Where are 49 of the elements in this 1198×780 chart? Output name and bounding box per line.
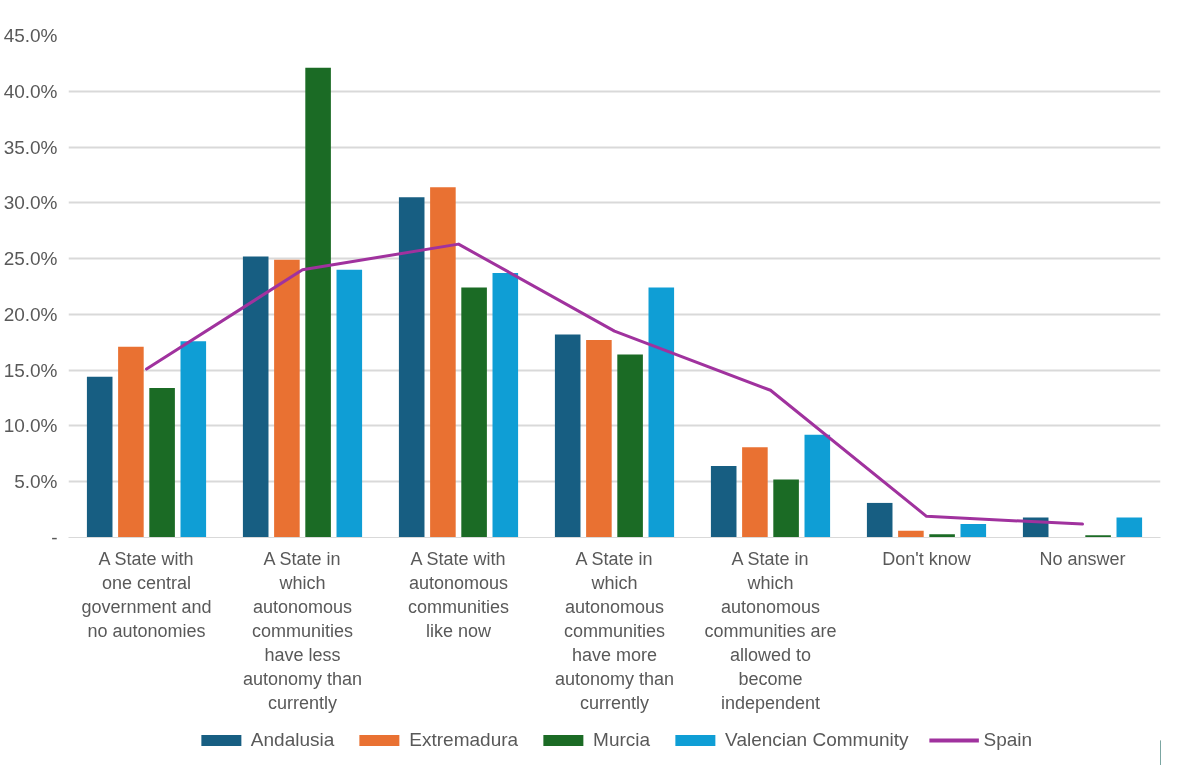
bar [648,287,675,538]
bar [274,259,300,538]
bar [866,502,893,538]
bar [461,287,487,538]
x-tick-label: No answer [1039,548,1126,569]
line-series [145,242,1084,526]
x-tick-label: A State in which autonomous communities are allowed to become independent [704,548,837,713]
bar [398,197,425,538]
y-tick-label: - [51,527,58,548]
bar [929,534,955,538]
legend-label: Valencian Community [725,729,909,751]
bar [118,346,144,538]
bar [430,187,456,538]
bar [180,341,207,538]
y-tick-label: 35.0% [3,136,58,158]
x-tick-label: A State in which autonomous communities have more autonomy than currently [554,548,675,713]
bar [554,334,581,538]
bar [242,256,269,538]
bar [586,340,612,538]
bar [492,273,519,538]
y-tick-label: 20.0% [3,303,58,325]
y-tick-label: 40.0% [3,80,58,102]
bar [898,530,924,538]
legend-label: Murcia [593,729,651,751]
bar [617,354,643,538]
y-tick-label: 5.0% [14,471,58,493]
bar [149,388,175,538]
bar [960,524,987,538]
bar [804,434,831,538]
y-tick-label: 25.0% [3,248,58,270]
bar [305,67,331,538]
bar [1116,517,1143,538]
legend-label: Spain [983,729,1033,751]
x-tick-label: Don't know [882,548,972,569]
bar [336,269,363,538]
y-tick-label: 30.0% [3,192,58,214]
x-tick-label: A State with one central government and no autonomies [81,548,212,641]
bar [742,447,768,538]
y-tick-label: 10.0% [3,415,58,437]
bar [710,466,737,538]
bar [86,376,113,538]
bar [1085,535,1111,538]
x-tick-label: A State in which autonomous communities have less autonomy than currently [242,548,363,713]
bar [773,479,799,538]
y-tick-label: 15.0% [3,359,58,381]
x-tick-label: A State with autonomous communities like now [407,548,510,641]
y-tick-label: 45.0% [3,25,58,46]
legend-label: Andalusia [250,729,335,751]
legend-label: Extremadura [409,729,519,751]
